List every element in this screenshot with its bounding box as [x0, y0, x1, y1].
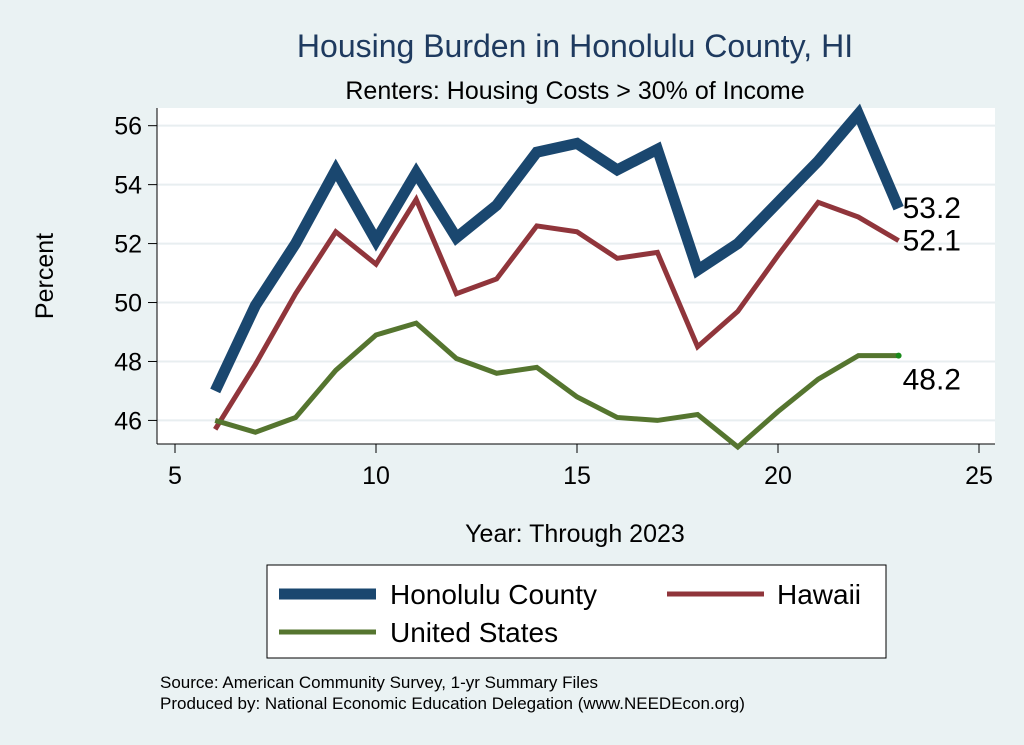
- y-tick-label: 48: [114, 348, 142, 376]
- end-label-united-states: 48.2: [903, 364, 961, 397]
- y-axis-label: Percent: [31, 233, 59, 319]
- series-line-hawaii: [213, 193, 900, 431]
- source-note: Source: American Community Survey, 1-yr …: [160, 673, 598, 692]
- chart-subtitle: Renters: Housing Costs > 30% of Income: [345, 77, 804, 105]
- series-line-united-states: [214, 320, 899, 451]
- legend-label-hawaii: Hawaii: [777, 579, 861, 610]
- x-tick-label: 10: [362, 462, 390, 490]
- end-point-united-states: [895, 352, 902, 359]
- legend-label-united-states: United States: [390, 617, 558, 648]
- end-label-hawaii: 52.1: [903, 225, 961, 258]
- chart-title: Housing Burden in Honolulu County, HI: [297, 28, 853, 64]
- x-tick-label: 20: [764, 462, 792, 490]
- legend-label-honolulu-county: Honolulu County: [390, 579, 597, 610]
- end-labels: 53.252.1 48.2: [903, 192, 961, 396]
- series-line-honolulu-county: [210, 103, 904, 394]
- axes: 46 48 50 52 54 56 5 10 15 20 25: [114, 108, 995, 490]
- y-tick-label: 46: [114, 407, 142, 435]
- plot-area: [157, 108, 995, 444]
- y-tick-label: 54: [114, 172, 142, 200]
- y-tick-label: 52: [114, 231, 142, 259]
- series-lines: [210, 103, 904, 451]
- y-tick-label: 56: [114, 113, 142, 141]
- legend: Honolulu County Hawaii United States: [266, 564, 887, 659]
- x-tick-label: 25: [965, 462, 993, 490]
- y-tick-label: 50: [114, 290, 142, 318]
- x-tick-label: 15: [563, 462, 591, 490]
- x-tick-label: 5: [168, 462, 182, 490]
- legend-box: [266, 564, 887, 659]
- end-label-honolulu-county: 53.2: [903, 192, 961, 225]
- x-axis-label: Year: Through 2023: [465, 520, 685, 548]
- producer-note: Produced by: National Economic Education…: [160, 694, 745, 713]
